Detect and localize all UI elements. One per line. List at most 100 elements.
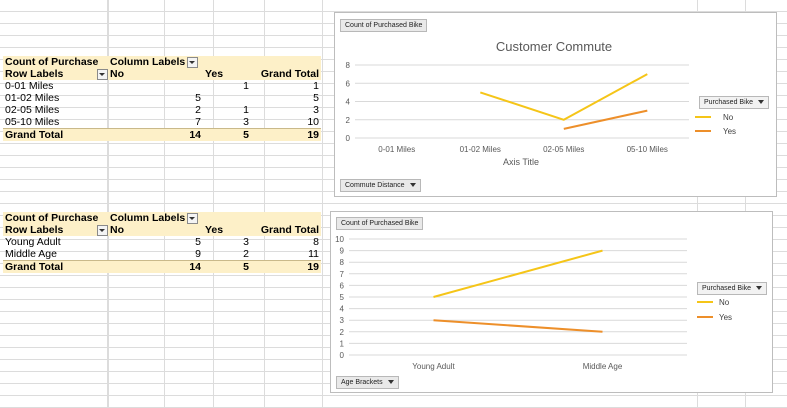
col-header-no: No [110, 224, 124, 236]
pivot-header-row: Count of Purchase Column Labels [3, 56, 321, 68]
y-tick-label: 6 [346, 79, 351, 88]
column-labels-filter[interactable]: Column Labels [110, 56, 199, 68]
col-header-yes: Yes [205, 224, 224, 236]
y-tick-label: 10 [335, 235, 344, 244]
x-tick-label: 02-05 Miles [543, 145, 584, 154]
row-label: Middle Age [5, 248, 57, 260]
y-tick-label: 6 [340, 281, 345, 290]
dropdown-arrow-icon[interactable] [758, 100, 765, 105]
cell-yes: 5 [243, 261, 249, 273]
y-tick-label: 8 [340, 258, 345, 267]
legend-field-label: Purchased Bike [702, 285, 752, 292]
pivot-table-age[interactable]: Count of Purchase Column Labels Row Labe… [3, 212, 321, 273]
column-gridline [697, 0, 698, 408]
dropdown-arrow-icon[interactable] [756, 286, 763, 291]
y-tick-label: 0 [346, 134, 351, 143]
row-label: 0-01 Miles [5, 80, 54, 92]
cell-no: 14 [189, 129, 201, 141]
col-header-yes: Yes [205, 68, 224, 80]
dropdown-arrow-icon[interactable] [387, 380, 394, 385]
y-tick-label: 0 [340, 351, 345, 360]
legend-field-button[interactable]: Purchased Bike [697, 282, 768, 295]
cell-total: 1 [313, 80, 319, 92]
axis-field-button[interactable]: Age Brackets [336, 376, 399, 389]
x-tick-label: 05-10 Miles [627, 145, 668, 154]
row-label: 01-02 Miles [5, 92, 60, 104]
series-line-yes[interactable] [433, 319, 603, 333]
legend-field-label: Purchased Bike [704, 99, 754, 106]
line-chart-age[interactable]: 0 1 2 3 4 5 6 7 8 9 10 Young Adult Middle Age No Ye… [331, 212, 772, 392]
column-labels: Column Labels [110, 56, 186, 68]
pivot-column-header-row: Row Labels No Yes Grand Total [3, 224, 321, 236]
axis-field-label: Commute Distance [345, 182, 405, 189]
value-field-button[interactable]: Count of Purchased Bike [340, 19, 428, 32]
y-tick-label: 3 [340, 316, 345, 325]
column-gridline [164, 0, 165, 408]
table-row[interactable]: 02-05 Miles 2 1 3 [3, 104, 321, 116]
row-label: 02-05 Miles [5, 104, 60, 116]
series-line-no[interactable] [479, 73, 648, 121]
table-row[interactable]: 01-02 Miles 5 5 [3, 92, 321, 104]
column-gridline [213, 0, 214, 408]
column-gridline [322, 0, 323, 408]
y-tick-label: 2 [346, 116, 351, 125]
x-tick-label: 01-02 Miles [460, 145, 501, 154]
dropdown-arrow-icon[interactable] [187, 56, 199, 68]
axis-field-label: Age Brackets [341, 379, 383, 386]
row-labels-filter[interactable]: Row Labels [5, 224, 108, 236]
x-tick-label: 0-01 Miles [378, 145, 415, 154]
value-field-button[interactable]: Count of Purchased Bike [336, 217, 424, 230]
cell-yes: 3 [243, 236, 249, 248]
dropdown-arrow-icon[interactable] [97, 69, 108, 80]
pivot-table-commute[interactable]: Count of Purchase Column Labels Row Labe… [3, 56, 321, 141]
pivot-value-field: Count of Purchase [5, 212, 99, 224]
column-labels: Column Labels [110, 212, 186, 224]
row-labels: Row Labels [5, 224, 64, 236]
row-label: 05-10 Miles [5, 116, 60, 128]
column-gridline [745, 0, 746, 408]
pivot-chart-age[interactable]: Count of Purchased Bike 0 1 2 3 4 5 6 7 8 9 10 You… [330, 211, 773, 393]
table-row[interactable]: 05-10 Miles 7 3 10 [3, 116, 321, 128]
x-tick-label: Young Adult [412, 362, 455, 371]
grand-total-row[interactable]: Grand Total 14 5 19 [3, 260, 321, 273]
cell-yes: 1 [243, 104, 249, 116]
dropdown-arrow-icon[interactable] [97, 225, 108, 236]
pivot-header-row: Count of Purchase Column Labels [3, 212, 321, 224]
column-gridline [108, 0, 109, 408]
dropdown-arrow-icon[interactable] [187, 212, 199, 224]
table-row[interactable]: Young Adult 5 3 8 [3, 236, 321, 248]
col-header-grand-total: Grand Total [260, 224, 319, 236]
row-labels-filter[interactable]: Row Labels [5, 68, 108, 80]
col-header-no: No [110, 68, 124, 80]
legend-label-yes: Yes [719, 313, 732, 322]
pivot-value-field: Count of Purchase [5, 56, 99, 68]
col-header-grand-total: Grand Total [260, 68, 319, 80]
cell-yes: 1 [243, 80, 249, 92]
table-row[interactable]: Middle Age 9 2 11 [3, 248, 321, 260]
x-tick-label: Middle Age [583, 362, 623, 371]
cell-total: 3 [313, 104, 319, 116]
y-tick-label: 9 [340, 247, 345, 256]
dropdown-arrow-icon[interactable] [409, 183, 416, 188]
legend-label-yes: Yes [723, 127, 736, 136]
cell-no: 9 [195, 248, 201, 260]
legend-field-button[interactable]: Purchased Bike [699, 96, 770, 109]
series-line-no[interactable] [433, 249, 603, 298]
value-field-label: Count of Purchased Bike [341, 220, 419, 227]
grand-total-row[interactable]: Grand Total 14 5 19 [3, 128, 321, 141]
cell-yes: 3 [243, 116, 249, 128]
row-label: Grand Total [5, 129, 64, 141]
cell-yes: 5 [243, 129, 249, 141]
row-label: Grand Total [5, 261, 64, 273]
series-line-yes[interactable] [563, 109, 648, 130]
row-label: Young Adult [5, 236, 61, 248]
cell-no: 14 [189, 261, 201, 273]
pivot-chart-commute[interactable]: Count of Purchased Bike Customer Commute… [334, 12, 777, 197]
table-row[interactable]: 0-01 Miles 1 1 [3, 80, 321, 92]
line-chart-commute[interactable]: Customer Commute Axis Title 0 2 4 6 8 0-01 M… [335, 13, 776, 196]
column-labels-filter[interactable]: Column Labels [110, 212, 199, 224]
axis-field-button[interactable]: Commute Distance [340, 179, 421, 192]
legend-label-no: No [719, 298, 730, 307]
cell-no: 2 [195, 104, 201, 116]
row-labels: Row Labels [5, 68, 64, 80]
